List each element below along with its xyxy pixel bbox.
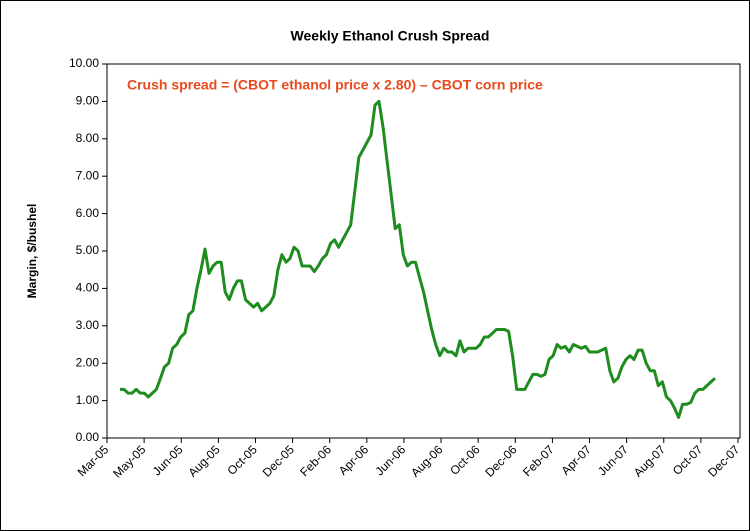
y-tick-label: 6.00 <box>76 206 100 220</box>
y-tick-label: 5.00 <box>76 243 100 257</box>
chart-title: Weekly Ethanol Crush Spread <box>291 28 490 44</box>
y-tick-label: 10.00 <box>69 56 99 70</box>
y-tick-label: 1.00 <box>76 393 100 407</box>
y-tick-label: 2.00 <box>76 355 100 369</box>
y-axis-label: Margin, $/bushel <box>25 204 39 299</box>
y-tick-label: 9.00 <box>76 94 100 108</box>
data-line <box>120 99 717 419</box>
y-tick-label: 0.00 <box>76 430 100 444</box>
y-tick-label: 7.00 <box>76 168 100 182</box>
y-tick-label: 8.00 <box>76 131 100 145</box>
y-tick-label: 4.00 <box>76 281 100 295</box>
y-tick-label: 3.00 <box>76 318 100 332</box>
annotation: Crush spread = (CBOT ethanol price x 2.8… <box>127 77 543 93</box>
